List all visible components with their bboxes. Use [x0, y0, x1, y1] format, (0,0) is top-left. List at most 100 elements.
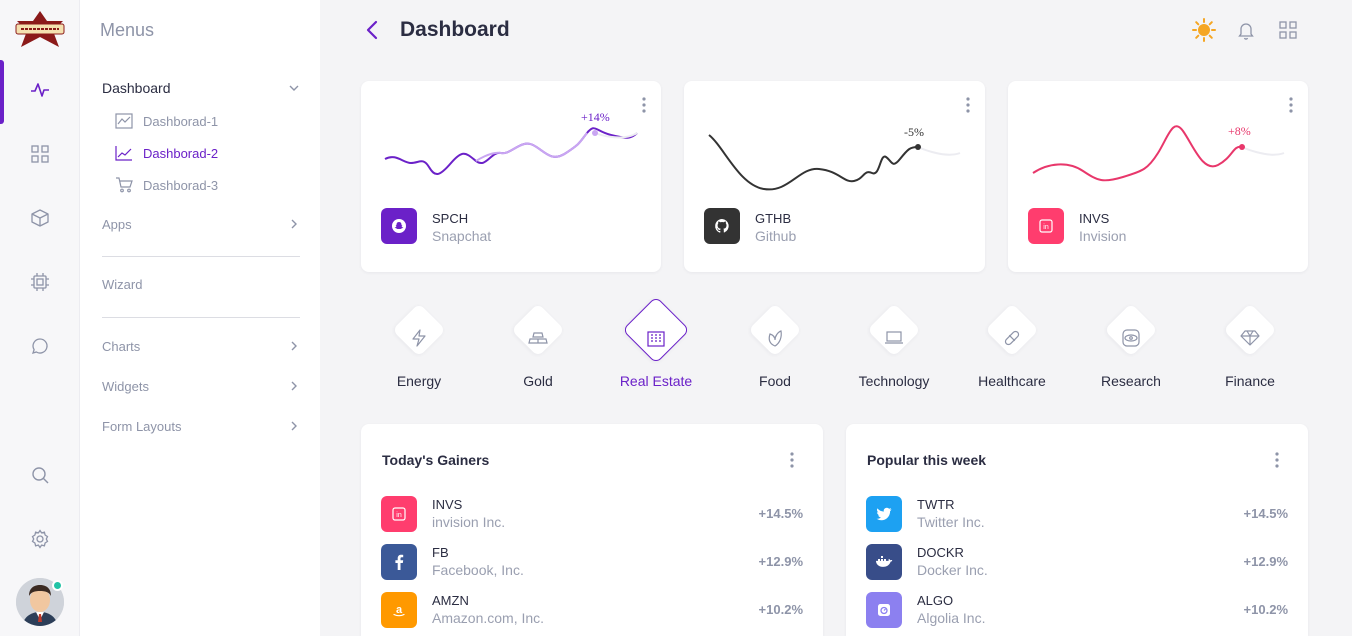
menu-item-label: Widgets — [102, 378, 149, 394]
category-finance[interactable]: Finance — [1190, 303, 1310, 398]
cart-icon — [116, 177, 133, 193]
apps-grid-icon[interactable] — [1276, 18, 1300, 42]
list-item-company: Docker Inc. — [917, 562, 988, 578]
list-item-change: +14.5% — [1243, 506, 1288, 521]
category-energy[interactable]: Energy — [359, 303, 479, 398]
change-label: +14% — [581, 110, 610, 124]
list-item[interactable]: TWTR Twitter Inc. +14.5% — [866, 494, 1288, 534]
list-item-change: +12.9% — [1243, 554, 1288, 569]
lightning-icon — [407, 326, 431, 350]
cpu-icon[interactable] — [28, 270, 52, 294]
category-research[interactable]: Research — [1071, 303, 1191, 398]
more-options-icon[interactable] — [1274, 452, 1280, 473]
page-title: Dashboard — [400, 18, 510, 41]
twitter-icon — [866, 496, 902, 532]
stock-name: Github — [755, 228, 797, 244]
list-item-ticker: FB — [432, 545, 449, 560]
cube-icon[interactable] — [28, 206, 52, 230]
bell-icon[interactable] — [1234, 18, 1258, 42]
category-gold[interactable]: Gold — [478, 303, 598, 398]
menu-item-charts[interactable]: Charts — [102, 335, 300, 357]
menu-divider — [102, 317, 300, 318]
more-options-icon[interactable] — [1288, 97, 1294, 118]
submenu-label: Dashborad-1 — [143, 113, 219, 129]
panel-title: Popular this week — [867, 452, 987, 468]
category-technology[interactable]: Technology — [834, 303, 954, 398]
search-icon[interactable] — [28, 463, 52, 487]
chat-icon[interactable] — [28, 334, 52, 358]
activity-icon[interactable] — [28, 78, 52, 102]
list-item[interactable]: DOCKR Docker Inc. +12.9% — [866, 542, 1288, 582]
page-header: Dashboard — [320, 0, 1352, 62]
change-label: -5% — [904, 125, 924, 139]
svg-text:in: in — [1043, 224, 1049, 231]
github-icon — [704, 208, 740, 244]
facebook-icon — [381, 544, 417, 580]
stock-card-snapchat[interactable]: +14% SPCH Snapchat — [361, 81, 661, 272]
more-options-icon[interactable] — [641, 97, 647, 118]
menu-item-apps[interactable]: Apps — [102, 213, 300, 235]
sun-icon[interactable] — [1192, 18, 1216, 42]
stock-ticker: INVS — [1079, 211, 1110, 226]
list-item-change: +14.5% — [758, 506, 803, 521]
invision-icon: in — [1028, 208, 1064, 244]
trend-chart-icon — [115, 146, 132, 161]
user-avatar[interactable] — [16, 578, 64, 626]
invision-icon: in — [381, 496, 417, 532]
brand-logo[interactable] — [13, 9, 67, 49]
settings-icon[interactable] — [28, 527, 52, 551]
chevron-right-icon — [291, 219, 297, 229]
submenu-label: Dashborad-3 — [143, 177, 219, 193]
list-item-ticker: AMZN — [432, 593, 469, 608]
category-food[interactable]: Food — [715, 303, 835, 398]
chevron-right-icon — [291, 381, 297, 391]
list-item[interactable]: a AMZN Amazon.com, Inc. +10.2% — [381, 590, 803, 630]
category-label: Healthcare — [978, 373, 1046, 389]
stock-ticker: GTHB — [755, 211, 792, 226]
list-item-company: invision Inc. — [432, 514, 506, 530]
menu-item-widgets[interactable]: Widgets — [102, 375, 300, 397]
svg-text:in: in — [396, 512, 402, 519]
submenu-dashboard-1[interactable]: Dashborad-1 — [115, 111, 218, 131]
chevron-right-icon — [291, 341, 297, 351]
snapchat-icon — [381, 208, 417, 244]
list-item[interactable]: ALGO Algolia Inc. +10.2% — [866, 590, 1288, 630]
submenu-dashboard-3[interactable]: Dashborad-3 — [115, 175, 218, 195]
back-arrow-icon[interactable] — [362, 18, 384, 42]
laptop-icon — [882, 326, 906, 350]
list-item-company: Amazon.com, Inc. — [432, 610, 545, 626]
category-label: Technology — [858, 373, 930, 389]
menu-panel: Menus Dashboard Dashborad-1 Dashborad-2 … — [80, 0, 320, 636]
pill-icon — [1000, 326, 1024, 350]
list-item-change: +10.2% — [758, 602, 803, 617]
submenu-dashboard-2[interactable]: Dashborad-2 — [115, 143, 218, 163]
list-item[interactable]: FB Facebook, Inc. +12.9% — [381, 542, 803, 582]
category-real-estate[interactable]: Real Estate — [596, 296, 716, 398]
menu-item-dashboard[interactable]: Dashboard — [102, 77, 300, 99]
list-item[interactable]: in INVS invision Inc. +14.5% — [381, 494, 803, 534]
list-item-company: Algolia Inc. — [917, 610, 986, 626]
atom-icon — [1119, 326, 1143, 350]
menu-item-label: Form Layouts — [102, 418, 182, 434]
amazon-icon: a — [381, 592, 417, 628]
sparkline-chart: -5% — [708, 125, 961, 191]
grid-icon[interactable] — [28, 142, 52, 166]
docker-icon — [866, 544, 902, 580]
submenu-label: Dashborad-2 — [143, 145, 219, 161]
algolia-icon — [866, 592, 902, 628]
more-options-icon[interactable] — [789, 452, 795, 473]
stock-card-invision[interactable]: +8% in INVS Invision — [1008, 81, 1308, 272]
more-options-icon[interactable] — [965, 97, 971, 118]
menu-item-form-layouts[interactable]: Form Layouts — [102, 415, 300, 437]
menu-item-label: Apps — [102, 216, 132, 232]
online-status-dot — [52, 580, 63, 591]
list-item-change: +12.9% — [758, 554, 803, 569]
active-indicator — [0, 60, 4, 124]
sparkline-chart: +8% — [1032, 124, 1285, 182]
category-healthcare[interactable]: Healthcare — [952, 303, 1072, 398]
menu-item-label: Wizard — [102, 276, 143, 292]
menu-item-wizard[interactable]: Wizard — [102, 273, 300, 295]
stock-card-github[interactable]: -5% GTHB Github — [684, 81, 985, 272]
todays-gainers-panel: Today's Gainers in INVS invision Inc. +1… — [361, 424, 823, 636]
category-label: Research — [1101, 373, 1161, 389]
